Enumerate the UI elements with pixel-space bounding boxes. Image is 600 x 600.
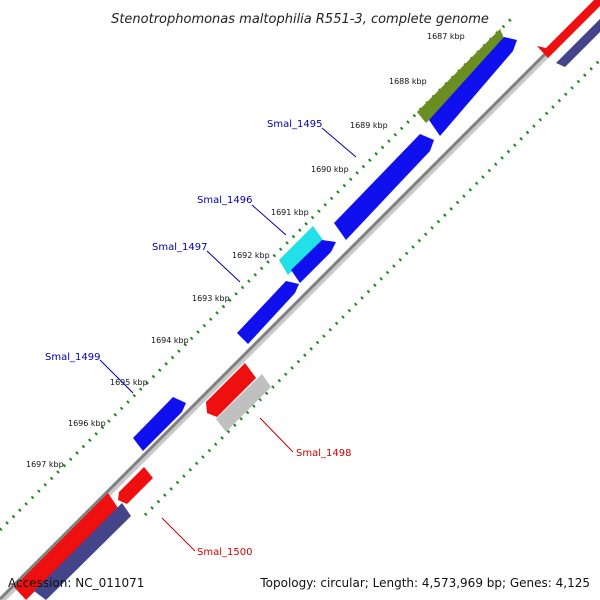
rrna-feature xyxy=(417,29,506,123)
leader-line xyxy=(251,204,287,236)
tick-label: 1690 kbp xyxy=(311,165,349,174)
cds-feature-smal-1498 xyxy=(206,363,256,417)
gene-labels: Smal_1495 Smal_1496 Smal_1497 Smal_1499 … xyxy=(45,119,351,558)
cds-feature-smal-1497 xyxy=(291,240,336,283)
reverse-strand-features xyxy=(14,0,600,600)
cds-feature-smal-1499 xyxy=(133,397,186,451)
tick-label: 1693 kbp xyxy=(192,294,230,303)
tick-label: 1692 kbp xyxy=(232,251,270,260)
cds-feature-smal-1500 xyxy=(118,467,153,504)
gene-label-smal-1500: Smal_1500 xyxy=(197,547,252,558)
cds-feature-smal-1495 xyxy=(334,134,434,240)
tick-label: 1687 kbp xyxy=(427,32,465,41)
forward-strand-features xyxy=(133,29,517,451)
tick-labels: 1687 kbp 1688 kbp 1689 kbp 1690 kbp 1691… xyxy=(26,32,465,469)
tick-label: 1691 kbp xyxy=(271,208,309,217)
gene-label-smal-1498: Smal_1498 xyxy=(296,448,351,459)
label-leaders xyxy=(99,127,357,552)
tick-label: 1689 kbp xyxy=(350,121,388,130)
cds-feature xyxy=(537,0,600,58)
tick-label: 1694 kbp xyxy=(151,336,189,345)
leader-line xyxy=(259,417,294,453)
tick-label: 1696 kbp xyxy=(68,419,106,428)
topology-label: Topology: circular; Length: 4,573,969 bp… xyxy=(260,576,590,590)
gene-label-smal-1495: Smal_1495 xyxy=(267,119,322,130)
leader-line xyxy=(99,359,134,394)
cds-feature xyxy=(237,281,299,344)
tick-label: 1697 kbp xyxy=(26,460,64,469)
reverse-band xyxy=(34,503,131,600)
gene-label-smal-1496: Smal_1496 xyxy=(197,195,252,206)
gene-label-smal-1497: Smal_1497 xyxy=(152,242,207,253)
leader-line xyxy=(161,517,196,552)
tick-label: 1695 kbp xyxy=(110,378,148,387)
leader-line xyxy=(206,250,241,283)
pseudo-feature xyxy=(216,374,271,432)
trna-feature-smal-1496 xyxy=(279,226,323,275)
accession-label: Accession: NC_011071 xyxy=(8,576,145,590)
cds-feature xyxy=(14,493,118,600)
cds-feature xyxy=(429,37,517,136)
map-title: Stenotrophomonas maltophilia R551-3, com… xyxy=(111,12,489,27)
tick-label: 1688 kbp xyxy=(389,77,427,86)
leader-line xyxy=(321,127,357,158)
reverse-band xyxy=(556,19,600,67)
gene-label-smal-1499: Smal_1499 xyxy=(45,352,100,363)
